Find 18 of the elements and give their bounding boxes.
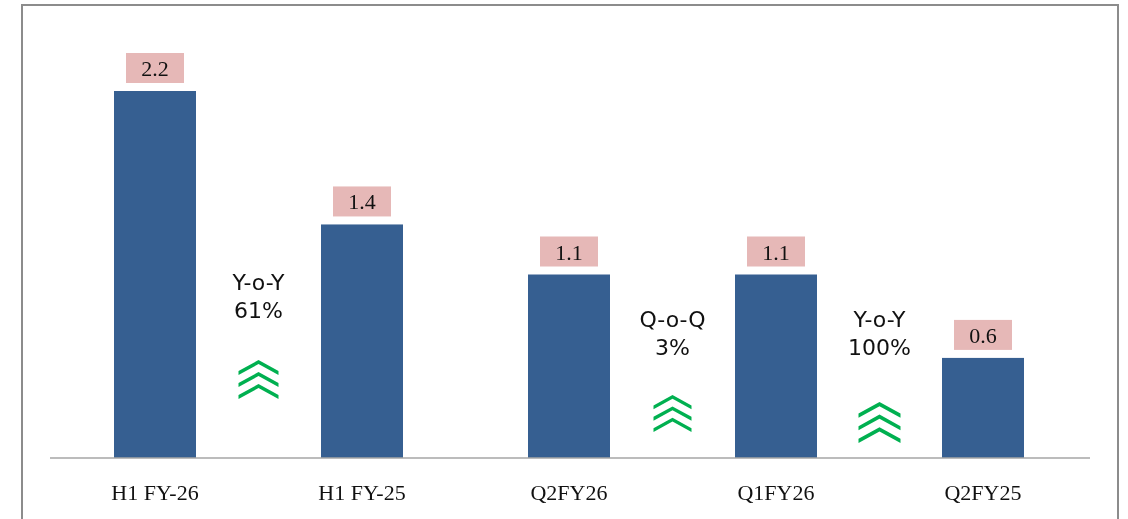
data-label: 0.6 [969,322,997,348]
annotation: Y-o-Y 61% [231,270,285,323]
bar [942,357,1024,458]
bar [114,91,196,458]
annotation: Y-o-Y 100% [848,307,911,360]
bar [321,224,403,458]
data-label: 1.4 [348,189,376,215]
x-tick-label: Q2FY26 [530,480,608,505]
data-label: 2.2 [141,56,169,81]
x-tick-label: H1 FY-26 [111,480,199,505]
data-label: 1.1 [762,239,790,265]
data-label: 1.1 [555,239,583,265]
x-tick-label: Q1FY26 [737,480,815,505]
x-tick-label: H1 FY-25 [318,480,406,505]
annotation: Q-o-Q 3% [639,307,706,360]
bar [735,274,817,458]
x-tick-label: Q2FY25 [944,480,1022,505]
bar [528,274,610,458]
